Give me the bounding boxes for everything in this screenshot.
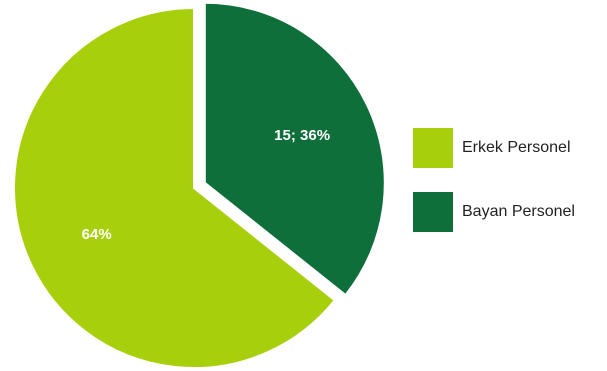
pie-slice-erkek-personel[interactable] (13, 6, 337, 369)
legend-item-erkek-personel[interactable]: Erkek Personel (413, 128, 575, 168)
pie-chart: 15; 36% 64% (13, 1, 386, 369)
pie-slice-bayan-personel[interactable] (203, 1, 386, 297)
legend-swatch-bayan-personel (413, 192, 453, 232)
legend: Erkek Personel Bayan Personel (413, 128, 575, 256)
legend-swatch-erkek-personel (413, 128, 453, 168)
data-label-bayan-personel: 15; 36% (274, 127, 330, 144)
legend-item-bayan-personel[interactable]: Bayan Personel (413, 192, 575, 232)
data-label-erkek-personel: 64% (82, 226, 112, 243)
legend-label-erkek-personel: Erkek Personel (462, 139, 571, 156)
legend-label-bayan-personel: Bayan Personel (462, 203, 575, 220)
